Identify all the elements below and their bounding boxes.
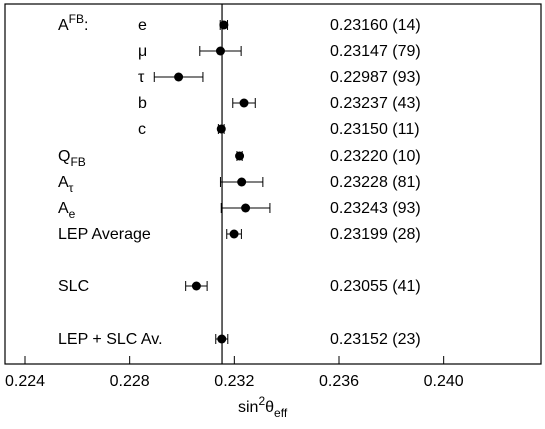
value-text-slc: 0.23055 (41) xyxy=(330,278,421,295)
x-axis-ticks: 0.224 0.228 0.232 0.236 0.240 xyxy=(5,356,464,390)
x-tick-label: 0.228 xyxy=(110,373,150,390)
label-b: b xyxy=(138,95,147,112)
point-ae xyxy=(241,203,251,213)
label-mu: μ xyxy=(138,43,147,60)
point-lep-average xyxy=(229,229,239,239)
value-text-ae: 0.23243 (93) xyxy=(330,200,421,217)
point-e xyxy=(219,20,229,30)
x-tick-label: 0.224 xyxy=(5,373,45,390)
value-text-mu: 0.23147 (79) xyxy=(330,43,421,60)
value-text-c: 0.23150 (11) xyxy=(330,121,420,138)
point-c xyxy=(216,124,226,134)
value-text-atau: 0.23228 (81) xyxy=(330,174,421,191)
point-lep-slc-average xyxy=(217,334,227,344)
point-mu xyxy=(215,46,225,56)
value-text-tau: 0.22987 (93) xyxy=(330,69,421,86)
label-c: c xyxy=(138,121,146,138)
value-text-lep-slc-average: 0.23152 (23) xyxy=(330,331,421,348)
label-qfb: QFB xyxy=(58,148,86,169)
value-text-lep-average: 0.23199 (28) xyxy=(330,226,421,243)
label-atau: Aτ xyxy=(58,174,74,195)
plot-frame xyxy=(4,3,542,365)
label-e: e xyxy=(138,17,147,34)
value-text-qfb: 0.23220 (10) xyxy=(330,148,421,165)
afb-group-label: AFB: xyxy=(58,12,88,34)
x-tick-label: 0.232 xyxy=(214,373,254,390)
label-lep-slc-average: LEP + SLC Av. xyxy=(58,331,163,348)
point-atau xyxy=(237,177,247,187)
label-slc: SLC xyxy=(58,278,89,295)
x-tick-label: 0.236 xyxy=(319,373,359,390)
x-tick-label: 0.240 xyxy=(424,373,464,390)
x-axis-title: sin2θeff xyxy=(238,394,288,420)
point-tau xyxy=(174,72,184,82)
value-text-b: 0.23237 (43) xyxy=(330,95,421,112)
label-lep-average: LEP Average xyxy=(58,226,151,243)
point-slc xyxy=(191,281,201,291)
label-tau: τ xyxy=(138,69,145,86)
value-text-e: 0.23160 (14) xyxy=(330,17,421,34)
data-marks xyxy=(153,20,271,344)
label-ae: Ae xyxy=(58,200,76,221)
point-b xyxy=(239,98,249,108)
point-qfb xyxy=(235,151,245,161)
